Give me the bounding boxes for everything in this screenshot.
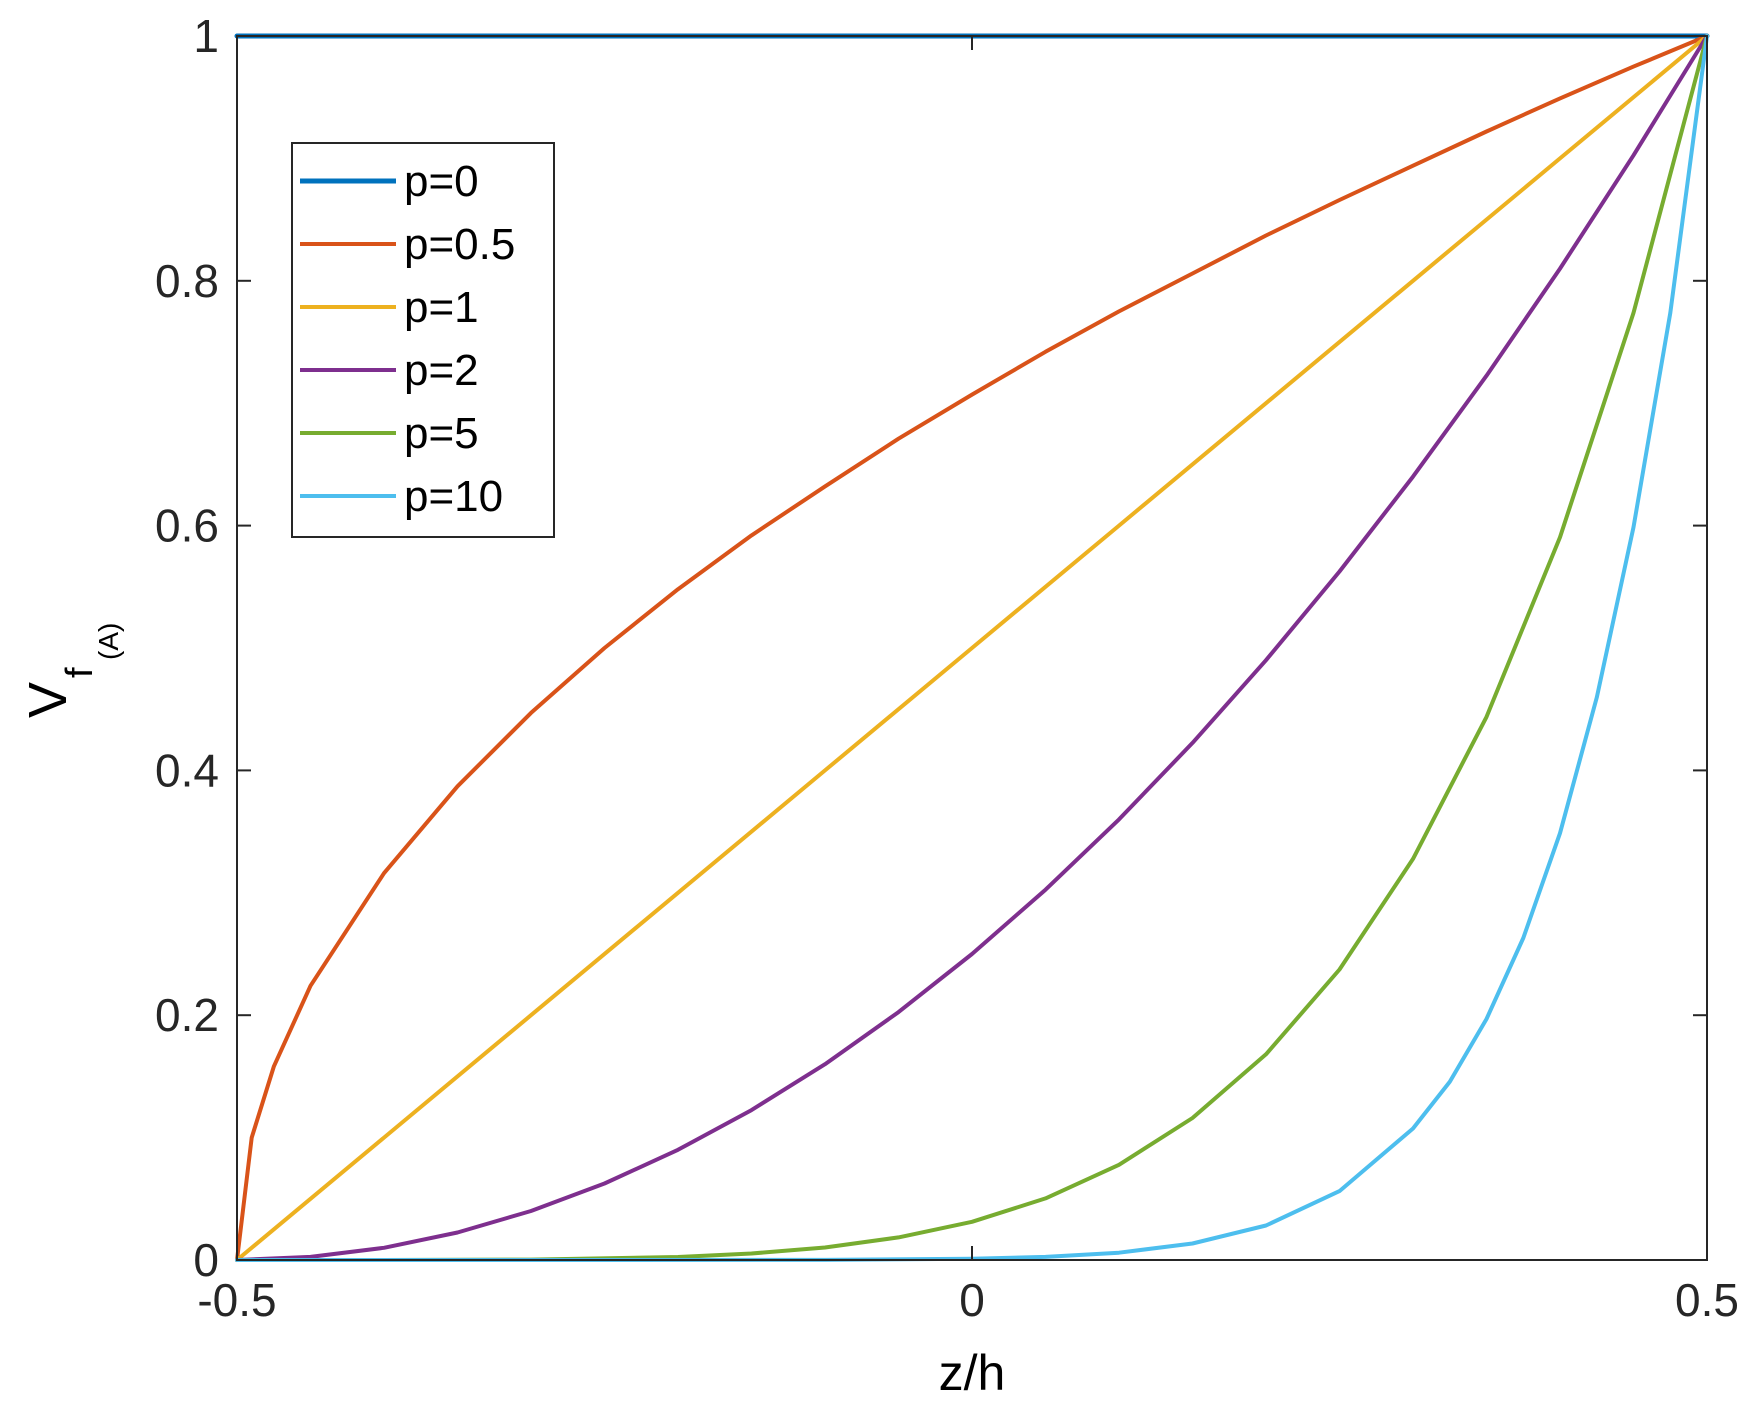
y-tick-label: 0.6 (155, 500, 219, 552)
y-tick-label: 0.2 (155, 989, 219, 1041)
x-tick-label: 0 (959, 1274, 985, 1326)
legend-label: p=10 (404, 472, 503, 521)
legend-label: p=0.5 (404, 220, 515, 269)
legend-item: p=5 (300, 409, 479, 458)
series-line-p-1 (235, 34, 1709, 1262)
y-tick-label: 1 (193, 10, 219, 62)
legend-item: p=0 (300, 157, 479, 206)
x-axis-label: z/h (939, 1345, 1006, 1401)
y-tick-label: 0.8 (155, 255, 219, 307)
legend-item: p=10 (300, 472, 503, 521)
y-axis-label-main: V (18, 682, 78, 718)
y-tick-label: 0.4 (155, 744, 219, 796)
y-axis-label-subsub: (A) (93, 623, 124, 660)
legend-label: p=1 (404, 283, 479, 332)
legend-label: p=5 (404, 409, 479, 458)
series-line-p-0-5 (235, 34, 1709, 1262)
legend-item: p=1 (300, 283, 479, 332)
series-line-p-10 (235, 34, 1709, 1262)
y-axis-label-sub: f (59, 667, 101, 678)
legend-item: p=0.5 (300, 220, 515, 269)
y-axis-label: V f (A) (18, 623, 124, 718)
legend-items: p=0 p=0.5 p=1 p=2 p=5 p=10 (300, 157, 515, 521)
series-line-p-5 (235, 34, 1709, 1262)
y-tick-label: 0 (193, 1234, 219, 1286)
legend: p=0 p=0.5 p=1 p=2 p=5 p=10 (291, 142, 555, 538)
legend-label: p=2 (404, 346, 479, 395)
legend-item: p=2 (300, 346, 479, 395)
tick-layer: -0.5 0 0.500.20.40.60.81 (155, 10, 1739, 1326)
legend-box (291, 142, 555, 538)
x-tick-label: -0.5 (197, 1274, 276, 1326)
legend-label: p=0 (404, 157, 479, 206)
x-tick-label: 0.5 (1675, 1274, 1739, 1326)
series-line-p-2 (235, 34, 1709, 1262)
